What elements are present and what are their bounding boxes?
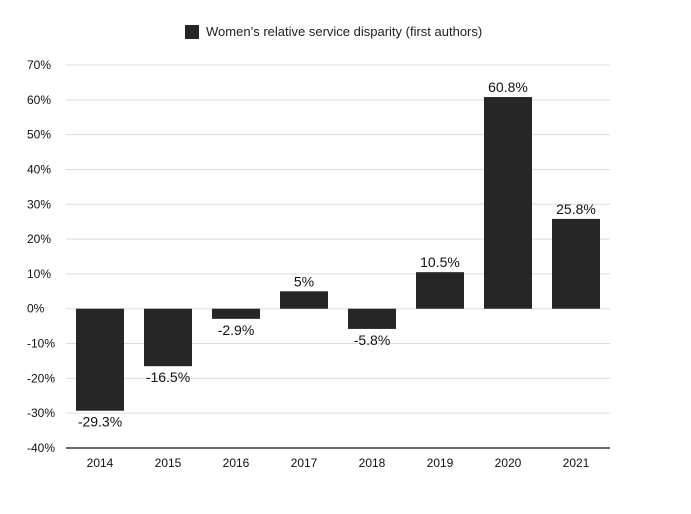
bar-2016 bbox=[212, 308, 260, 319]
x-tick-label-2021: 2021 bbox=[563, 456, 590, 470]
legend-swatch bbox=[185, 25, 199, 39]
bar-2017 bbox=[280, 291, 328, 309]
data-label-2014: -29.3% bbox=[78, 414, 122, 430]
data-label-2021: 25.8% bbox=[556, 201, 596, 217]
data-labels: -29.3% -16.5% -2.9% 5% -5.8% 10.5% 60.8% 25.8% bbox=[78, 79, 596, 430]
data-label-2015: -16.5% bbox=[146, 369, 190, 385]
legend-label: Women’s relative service disparity (firs… bbox=[206, 24, 482, 39]
bar-2020 bbox=[484, 97, 532, 309]
bar-2021 bbox=[552, 218, 600, 309]
data-label-2018: -5.8% bbox=[354, 332, 391, 348]
y-tick-label: 40% bbox=[27, 162, 51, 176]
data-label-2019: 10.5% bbox=[420, 254, 460, 270]
x-tick-label-2019: 2019 bbox=[427, 456, 454, 470]
bar-2014 bbox=[76, 308, 124, 411]
y-tick-label: -40% bbox=[27, 441, 55, 455]
y-tick-label: -30% bbox=[27, 406, 55, 420]
y-tick-label: -10% bbox=[27, 337, 55, 351]
y-tick-label: -20% bbox=[27, 371, 55, 385]
x-tick-label-2017: 2017 bbox=[291, 456, 318, 470]
y-tick-label: 70% bbox=[27, 58, 51, 72]
y-tick-label: 30% bbox=[27, 197, 51, 211]
y-tick-label: 60% bbox=[27, 93, 51, 107]
y-tick-label: 0% bbox=[27, 302, 45, 316]
x-tick-label-2018: 2018 bbox=[359, 456, 386, 470]
x-tick-label-2016: 2016 bbox=[223, 456, 250, 470]
bar-2019 bbox=[416, 272, 464, 309]
y-tick-label: 10% bbox=[27, 267, 51, 281]
data-label-2017: 5% bbox=[294, 273, 314, 289]
x-tick-label-2014: 2014 bbox=[87, 456, 114, 470]
bar-series bbox=[76, 97, 600, 411]
x-tick-label-2020: 2020 bbox=[495, 456, 522, 470]
y-tick-label: 50% bbox=[27, 128, 51, 142]
data-label-2020: 60.8% bbox=[488, 79, 528, 95]
data-label-2016: -2.9% bbox=[218, 322, 255, 338]
legend: Women’s relative service disparity (firs… bbox=[185, 24, 482, 39]
x-axis: 2014 2015 2016 2017 2018 2019 2020 2021 bbox=[87, 456, 590, 470]
x-tick-label-2015: 2015 bbox=[155, 456, 182, 470]
bar-2015 bbox=[144, 308, 192, 367]
y-axis: -40% -30% -20% -10% 0% 10% 20% 30% 40% 50% 60% 70% bbox=[27, 58, 55, 455]
y-tick-label: 20% bbox=[27, 232, 51, 246]
bar-2018 bbox=[348, 308, 396, 329]
